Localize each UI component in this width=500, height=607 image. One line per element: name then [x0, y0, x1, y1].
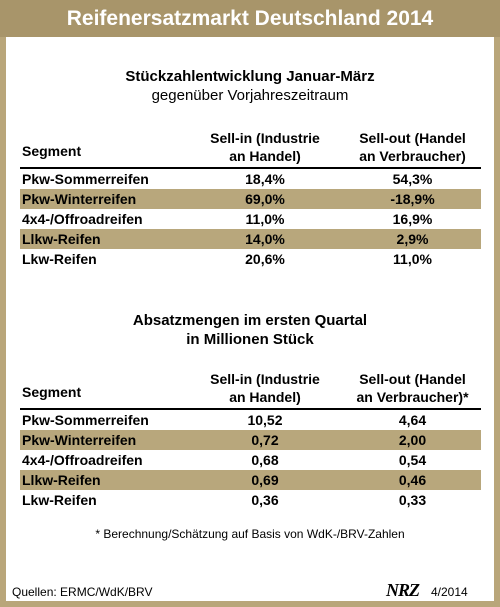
row-sellin: 0,69: [251, 472, 279, 488]
header-sellout-line1: Sell-out (Handel: [359, 371, 466, 387]
section1-title: Stückzahlentwicklung Januar-März gegenüb…: [0, 67, 500, 105]
table-volumes: Segment Sell-in (Industrie an Handel) Se…: [20, 370, 481, 510]
header-sellin-line1: Sell-in (Industrie: [210, 130, 320, 146]
header-sellin-line1: Sell-in (Industrie: [210, 371, 320, 387]
table-growth: Segment Sell-in (Industrie an Handel) Se…: [20, 129, 481, 269]
row-segment: Pkw-Sommerreifen: [22, 412, 149, 428]
row-segment: Pkw-Winterreifen: [22, 432, 137, 448]
header-sellout-line2: an Verbraucher)*: [356, 389, 469, 405]
table-row: 4x4-/Offroadreifen 0,68 0,54: [20, 450, 481, 470]
row-sellout: 16,9%: [392, 211, 433, 227]
row-segment: Lkw-Reifen: [22, 251, 97, 267]
header-segment: Segment: [22, 143, 82, 159]
footnote: * Berechnung/Schätzung auf Basis von WdK…: [95, 527, 405, 541]
row-sellout: 0,33: [398, 492, 427, 508]
row-sellout: 2,9%: [396, 231, 429, 247]
row-sellout: 2,00: [398, 432, 427, 448]
publication-date: 4/2014: [431, 585, 468, 599]
header-sellout-line2: an Verbraucher): [359, 148, 466, 164]
row-sellout: 11,0%: [393, 251, 432, 267]
row-sellin: 18,4%: [245, 171, 285, 187]
table-header: Segment Sell-in (Industrie an Handel) Se…: [20, 370, 481, 408]
row-segment: 4x4-/Offroadreifen: [22, 452, 143, 468]
table-row: Llkw-Reifen 14,0% 2,9%: [20, 229, 481, 249]
table-row: 4x4-/Offroadreifen 11,0% 16,9%: [20, 209, 481, 229]
section2-title-line2: in Millionen Stück: [186, 331, 314, 348]
table-row: Pkw-Sommerreifen 18,4% 54,3%: [20, 169, 481, 189]
row-sellin: 0,72: [251, 432, 279, 448]
header-sellout-line1: Sell-out (Handel: [359, 130, 466, 146]
header-sellout: Sell-out (Handel an Verbraucher)*: [340, 370, 485, 406]
row-sellout: 0,46: [398, 472, 427, 488]
header-sellout: Sell-out (Handel an Verbraucher): [340, 129, 485, 165]
row-sellin: 10,52: [247, 412, 283, 428]
section2-title: Absatzmengen im ersten Quartal in Millio…: [0, 311, 500, 349]
table-row: Pkw-Winterreifen 0,72 2,00: [20, 430, 481, 450]
table-row: Llkw-Reifen 0,69 0,46: [20, 470, 481, 490]
row-segment: Pkw-Winterreifen: [22, 191, 137, 207]
row-sellin: 0,68: [251, 452, 279, 468]
source-note: Quellen: ERMC/WdK/BRV: [12, 585, 153, 599]
table-row: Lkw-Reifen 20,6% 11,0%: [20, 249, 481, 269]
header-sellin: Sell-in (Industrie an Handel): [190, 129, 340, 165]
row-sellout: 0,54: [398, 452, 427, 468]
table-row: Pkw-Sommerreifen 10,52 4,64: [20, 410, 481, 430]
row-sellin: 0,36: [251, 492, 279, 508]
table-row: Pkw-Winterreifen 69,0% -18,9%: [20, 189, 481, 209]
row-sellin: 69,0%: [245, 191, 285, 207]
table-header: Segment Sell-in (Industrie an Handel) Se…: [20, 129, 481, 167]
section2-title-line1: Absatzmengen im ersten Quartal: [132, 312, 368, 329]
row-sellout: 54,3%: [392, 171, 433, 187]
header-sellin-line2: an Handel): [229, 148, 301, 164]
header-rule: [20, 167, 481, 169]
row-sellin: 11,0%: [245, 211, 285, 227]
header-segment: Segment: [22, 384, 82, 400]
row-segment: Llkw-Reifen: [22, 472, 101, 488]
section1-title-line2: gegenüber Vorjahreszeitraum: [151, 87, 349, 104]
row-segment: 4x4-/Offroadreifen: [22, 211, 143, 227]
row-sellin: 14,0%: [245, 231, 285, 247]
row-sellout: 4,64: [398, 412, 427, 428]
header-sellin: Sell-in (Industrie an Handel): [190, 370, 340, 406]
row-sellout: -18,9%: [390, 191, 435, 207]
header-sellin-line2: an Handel): [229, 389, 301, 405]
page-title: Reifenersatzmarkt Deutschland 2014: [66, 7, 434, 30]
nrz-logo: NRZ: [386, 580, 420, 600]
row-segment: Pkw-Sommerreifen: [22, 171, 149, 187]
row-segment: Lkw-Reifen: [22, 492, 97, 508]
row-segment: Llkw-Reifen: [22, 231, 101, 247]
title-bar: Reifenersatzmarkt Deutschland 2014: [0, 0, 500, 37]
header-rule: [20, 408, 481, 410]
table-row: Lkw-Reifen 0,36 0,33: [20, 490, 481, 510]
row-sellin: 20,6%: [245, 251, 285, 267]
section1-title-line1: Stückzahlentwicklung Januar-März: [125, 68, 375, 85]
